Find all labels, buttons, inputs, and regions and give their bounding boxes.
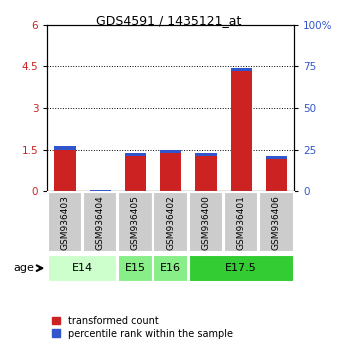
Text: GSM936403: GSM936403	[61, 195, 69, 250]
Text: GSM936401: GSM936401	[237, 195, 246, 250]
FancyBboxPatch shape	[153, 192, 188, 252]
FancyBboxPatch shape	[153, 255, 188, 282]
Bar	[90, 190, 111, 191]
Bar	[125, 153, 146, 156]
FancyBboxPatch shape	[189, 192, 223, 252]
Bar	[266, 156, 287, 159]
Bar	[231, 68, 252, 71]
Bar	[231, 71, 252, 191]
Text: E17.5: E17.5	[225, 263, 257, 273]
FancyBboxPatch shape	[259, 192, 294, 252]
FancyBboxPatch shape	[118, 192, 153, 252]
Text: GDS4591 / 1435121_at: GDS4591 / 1435121_at	[96, 14, 242, 27]
Bar	[195, 156, 217, 191]
FancyBboxPatch shape	[189, 255, 294, 282]
FancyBboxPatch shape	[48, 255, 118, 282]
Bar	[195, 153, 217, 156]
FancyBboxPatch shape	[83, 192, 118, 252]
Text: GSM936400: GSM936400	[201, 195, 211, 250]
Bar	[125, 156, 146, 191]
Text: GSM936405: GSM936405	[131, 195, 140, 250]
Bar	[160, 153, 181, 191]
FancyBboxPatch shape	[118, 255, 153, 282]
FancyBboxPatch shape	[48, 192, 82, 252]
Text: GSM936404: GSM936404	[96, 195, 105, 250]
FancyBboxPatch shape	[224, 192, 259, 252]
Bar	[160, 150, 181, 153]
Text: GSM936402: GSM936402	[166, 195, 175, 250]
Text: GSM936406: GSM936406	[272, 195, 281, 250]
Bar	[266, 159, 287, 191]
Bar	[54, 149, 75, 191]
Text: E15: E15	[125, 263, 146, 273]
Bar	[54, 146, 75, 149]
Text: age: age	[14, 263, 34, 273]
Text: E16: E16	[160, 263, 181, 273]
Legend: transformed count, percentile rank within the sample: transformed count, percentile rank withi…	[52, 316, 233, 338]
Text: E14: E14	[72, 263, 93, 273]
